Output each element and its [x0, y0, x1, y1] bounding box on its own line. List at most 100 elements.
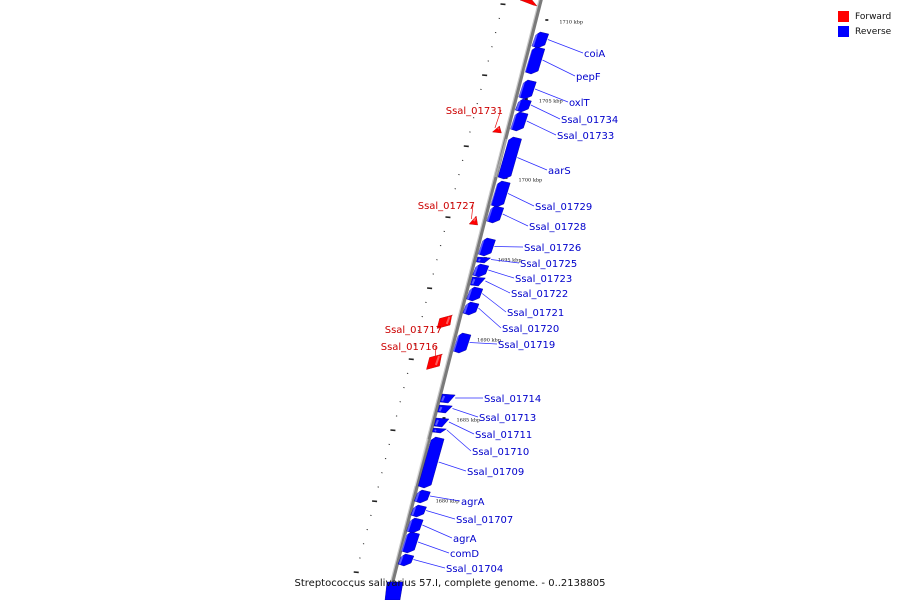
gene-shade — [398, 555, 404, 565]
gene-leader — [542, 59, 576, 77]
gene-leader — [446, 429, 472, 452]
gene-glyph — [401, 531, 420, 554]
gene-glyph — [406, 517, 424, 534]
gene-label: Ssal_01731 — [446, 106, 503, 117]
gene-glyph — [452, 332, 472, 354]
gene-leader — [478, 307, 502, 329]
gene-label: Ssal_01726 — [524, 243, 581, 254]
gene-shade — [434, 355, 440, 366]
genome-title: Streptococcus salivarius 57.I, complete … — [294, 578, 606, 589]
legend-item-reverse: Reverse — [838, 24, 891, 39]
gene-glyph — [470, 276, 486, 287]
gene-label: Ssal_01709 — [467, 467, 524, 478]
gene-shade — [531, 33, 538, 47]
gene-glyph — [466, 286, 484, 302]
gene-leader — [485, 280, 511, 294]
gene-shade — [400, 533, 408, 552]
gene-label: Ssal_01722 — [511, 289, 568, 300]
gene-label: pepF — [576, 72, 601, 83]
gene-label: Ssal_01716 — [381, 342, 438, 353]
gene-label: coiA — [584, 49, 605, 60]
gene-shade — [445, 316, 451, 325]
gene-glyph — [437, 404, 453, 414]
gene-glyph — [410, 504, 427, 518]
gene-leader — [448, 421, 475, 435]
gene-leader — [494, 109, 502, 129]
gene-label: Ssal_01707 — [456, 515, 513, 526]
gene-shade — [515, 100, 521, 111]
gene-glyph — [531, 31, 549, 49]
gene-label: Ssal_01704 — [446, 564, 503, 575]
gene-shade — [489, 182, 498, 206]
gene-shade — [438, 406, 443, 412]
gene-glyph — [384, 581, 404, 600]
gene-shade — [510, 113, 517, 130]
gene-glyph — [518, 79, 537, 100]
gene-glyph — [397, 553, 415, 567]
gene-leader — [426, 510, 456, 520]
gene-shade — [406, 519, 413, 532]
gene-leader — [471, 204, 474, 220]
tick-label: 1705 kbp — [539, 99, 563, 105]
legend: Forward Reverse — [838, 9, 891, 39]
gene-shade — [452, 334, 460, 352]
gene-shade — [463, 303, 469, 314]
gene-leader — [494, 246, 524, 248]
gene-leader — [434, 345, 437, 361]
gene-label: Ssal_01727 — [418, 201, 475, 212]
gene-glyph — [476, 256, 492, 264]
gene-glyph — [515, 98, 532, 113]
backbone-highlight — [385, 0, 540, 600]
reverse-swatch — [838, 26, 849, 37]
gene-glyph — [426, 353, 444, 370]
gene-label: Ssal_01733 — [557, 131, 614, 142]
gene-shade — [472, 217, 477, 222]
gene-label: Ssal_01734 — [561, 115, 618, 126]
gene-shade — [471, 278, 476, 285]
gene-leader — [534, 88, 569, 103]
gene-glyph — [433, 417, 450, 428]
gene-shade — [413, 438, 429, 487]
gene-label: Ssal_01710 — [472, 447, 529, 458]
gene-shade — [497, 127, 500, 130]
gene-features — [384, 0, 549, 600]
gene-label: agrA — [453, 534, 477, 545]
backbone-line — [386, 0, 543, 600]
gene-shade — [518, 81, 525, 98]
gene-leader — [488, 269, 515, 279]
gene-label: Ssal_01721 — [507, 308, 564, 319]
gene-label: Ssal_01717 — [385, 325, 442, 336]
gene-glyph — [472, 263, 490, 278]
gene-glyph — [524, 46, 546, 75]
tick-label: 1700 kbp — [519, 178, 543, 184]
gene-shade — [441, 395, 446, 402]
gene-leader — [417, 541, 450, 554]
gene-leader — [452, 408, 479, 418]
gene-leader — [413, 559, 446, 569]
gene-leader — [517, 157, 548, 171]
gene-leader — [547, 39, 584, 54]
gene-glyph — [497, 136, 522, 180]
gene-shade — [473, 265, 479, 276]
gene-glyph — [510, 111, 529, 132]
gene-leader — [438, 461, 467, 472]
gene-label: Ssal_01714 — [484, 394, 541, 405]
gene-shade — [486, 207, 493, 222]
gene-label: Ssal_01720 — [502, 324, 559, 335]
gene-shade — [411, 506, 417, 516]
tick-label: 1695 kbp — [498, 258, 522, 264]
gene-label: aarS — [548, 166, 571, 177]
gene-glyph — [439, 393, 456, 404]
gene-glyph — [490, 180, 511, 208]
gene-glyph — [432, 427, 448, 434]
gene-label: Ssal_01719 — [498, 340, 555, 351]
gene-labels: coiA pepF oxlT Ssal_01734 Ssal_01733 Ssal_017… — [381, 39, 618, 575]
gene-glyph — [477, 237, 496, 257]
gene-leader — [490, 259, 520, 264]
gene-glyph — [417, 436, 445, 489]
gene-shade — [434, 429, 437, 432]
forward-swatch — [838, 11, 849, 22]
legend-item-forward: Forward — [838, 9, 891, 24]
tick-label: 1685 kbp — [457, 418, 481, 424]
